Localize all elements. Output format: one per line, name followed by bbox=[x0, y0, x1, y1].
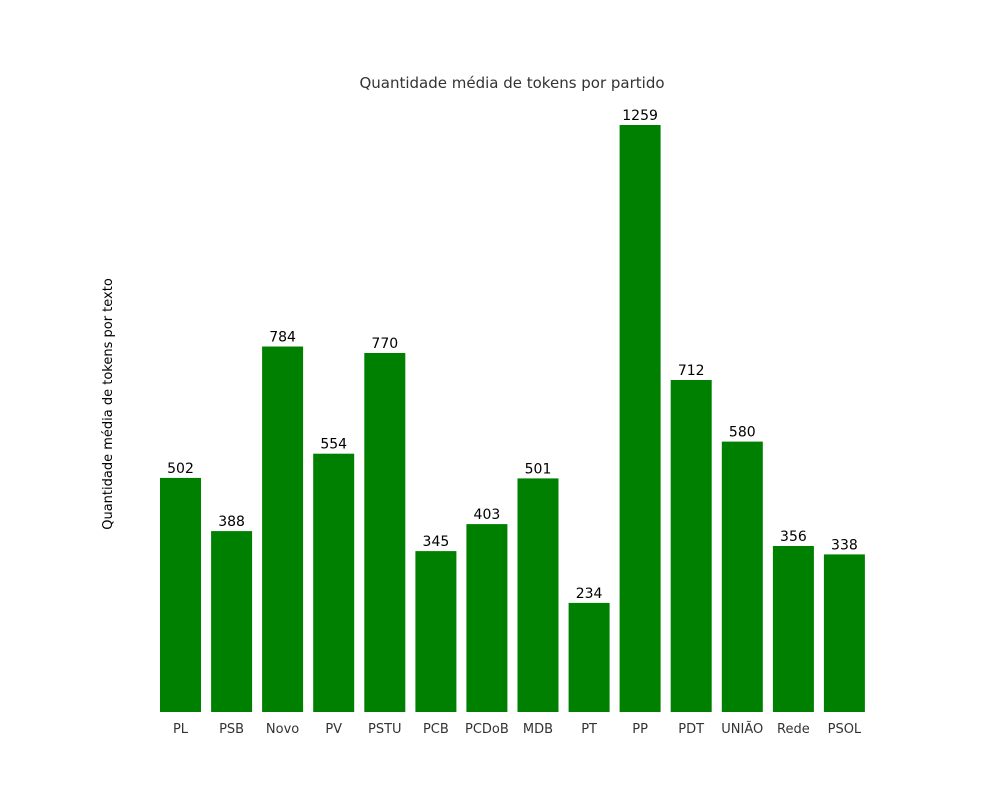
value-label-pp: 1259 bbox=[622, 108, 658, 124]
bar-pcdob bbox=[466, 524, 508, 712]
bar-pl bbox=[160, 477, 201, 712]
bar-pdt bbox=[670, 380, 712, 712]
bar-pcb bbox=[415, 551, 457, 712]
bar-uni-o bbox=[721, 441, 763, 712]
x-tick-label-pl: PL bbox=[173, 722, 189, 737]
chart-title: Quantidade média de tokens por partido bbox=[359, 74, 664, 92]
bar-novo bbox=[262, 346, 304, 712]
x-tick-label-pdt: PDT bbox=[678, 722, 704, 737]
y-axis-label: Quantidade média de tokens por texto bbox=[101, 278, 116, 530]
x-tick-label-mdb: MDB bbox=[523, 722, 553, 737]
bar-psol bbox=[823, 554, 865, 712]
value-label-psb: 388 bbox=[218, 514, 245, 530]
value-label-mdb: 501 bbox=[525, 461, 552, 477]
x-tick-label-pcb: PCB bbox=[423, 722, 449, 737]
x-tick-label-uni-o: UNIÃO bbox=[721, 721, 763, 737]
value-label-pdt: 712 bbox=[678, 363, 705, 379]
value-label-psol: 338 bbox=[831, 537, 858, 553]
bar-rede bbox=[772, 546, 814, 712]
value-label-rede: 356 bbox=[780, 529, 807, 545]
value-label-pstu: 770 bbox=[371, 336, 398, 352]
value-label-pcdob: 403 bbox=[474, 507, 501, 523]
bar-mdb bbox=[517, 478, 559, 712]
bar-pv bbox=[313, 453, 355, 712]
x-tick-label-pt: PT bbox=[581, 722, 597, 737]
bar-psb bbox=[211, 531, 253, 712]
x-tick-label-psb: PSB bbox=[219, 722, 244, 737]
value-label-pl: 502 bbox=[167, 461, 194, 477]
x-tick-label-novo: Novo bbox=[266, 722, 299, 737]
bar-pstu bbox=[364, 353, 406, 712]
x-tick-label-pv: PV bbox=[325, 722, 342, 737]
bars-group bbox=[160, 125, 865, 712]
x-tick-labels-group: PL PSB Novo PV PSTU PCB PCDoB MDB PT PP PDT UNIÃO Re… bbox=[173, 721, 862, 737]
x-tick-label-rede: Rede bbox=[777, 722, 810, 737]
value-label-novo: 784 bbox=[269, 330, 296, 346]
value-label-pcb: 345 bbox=[423, 534, 450, 550]
bar-pt bbox=[568, 602, 610, 712]
x-tick-label-pcdob: PCDoB bbox=[465, 722, 509, 737]
bar-pp bbox=[619, 125, 661, 712]
x-tick-label-pstu: PSTU bbox=[368, 722, 402, 737]
x-tick-label-psol: PSOL bbox=[828, 722, 862, 737]
value-label-pt: 234 bbox=[576, 586, 603, 602]
value-label-uni-o: 580 bbox=[729, 425, 756, 441]
value-labels-group: 502 388 784 554 770 345 403 501 234 1259 712 580 356… bbox=[167, 108, 858, 602]
value-label-pv: 554 bbox=[320, 437, 347, 453]
x-tick-label-pp: PP bbox=[632, 722, 648, 737]
